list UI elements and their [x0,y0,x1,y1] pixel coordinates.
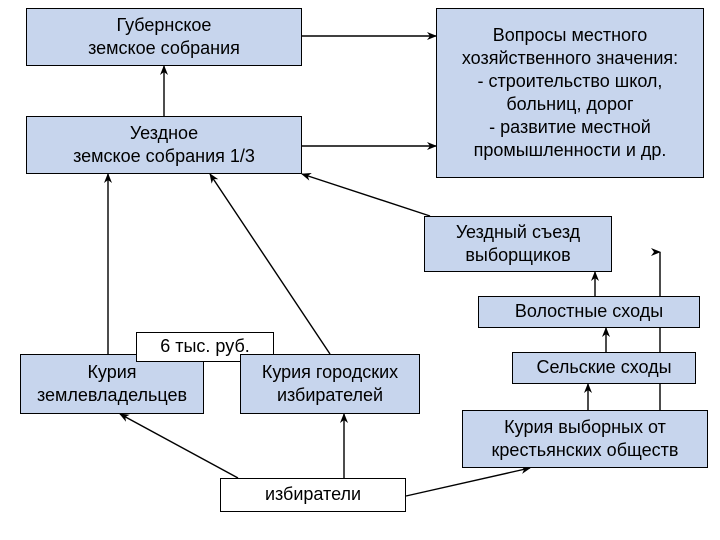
node-gorod: Курия городских избирателей [240,354,420,414]
edge-5 [302,174,430,216]
node-vopr: Вопросы местного хозяйственного значения… [436,8,704,178]
edge-12 [406,468,530,496]
node-zeml: Курия землевладельцев [20,354,204,414]
edge-10 [120,414,238,478]
edge-4 [210,174,330,354]
node-kuriyaKrest: Курия выборных от крестьянских обществ [462,410,708,468]
diagram-stage: Губернское земское собрания Уездное земск… [0,0,720,540]
node-gub: Губернское земское собрания [26,8,302,66]
node-syezd: Уездный съезд выборщиков [424,216,612,272]
node-izb: избиратели [220,478,406,512]
node-uezd: Уездное земское собрания 1/3 [26,116,302,174]
node-volost: Волостные сходы [478,296,700,328]
node-selo: Сельские сходы [512,352,696,384]
